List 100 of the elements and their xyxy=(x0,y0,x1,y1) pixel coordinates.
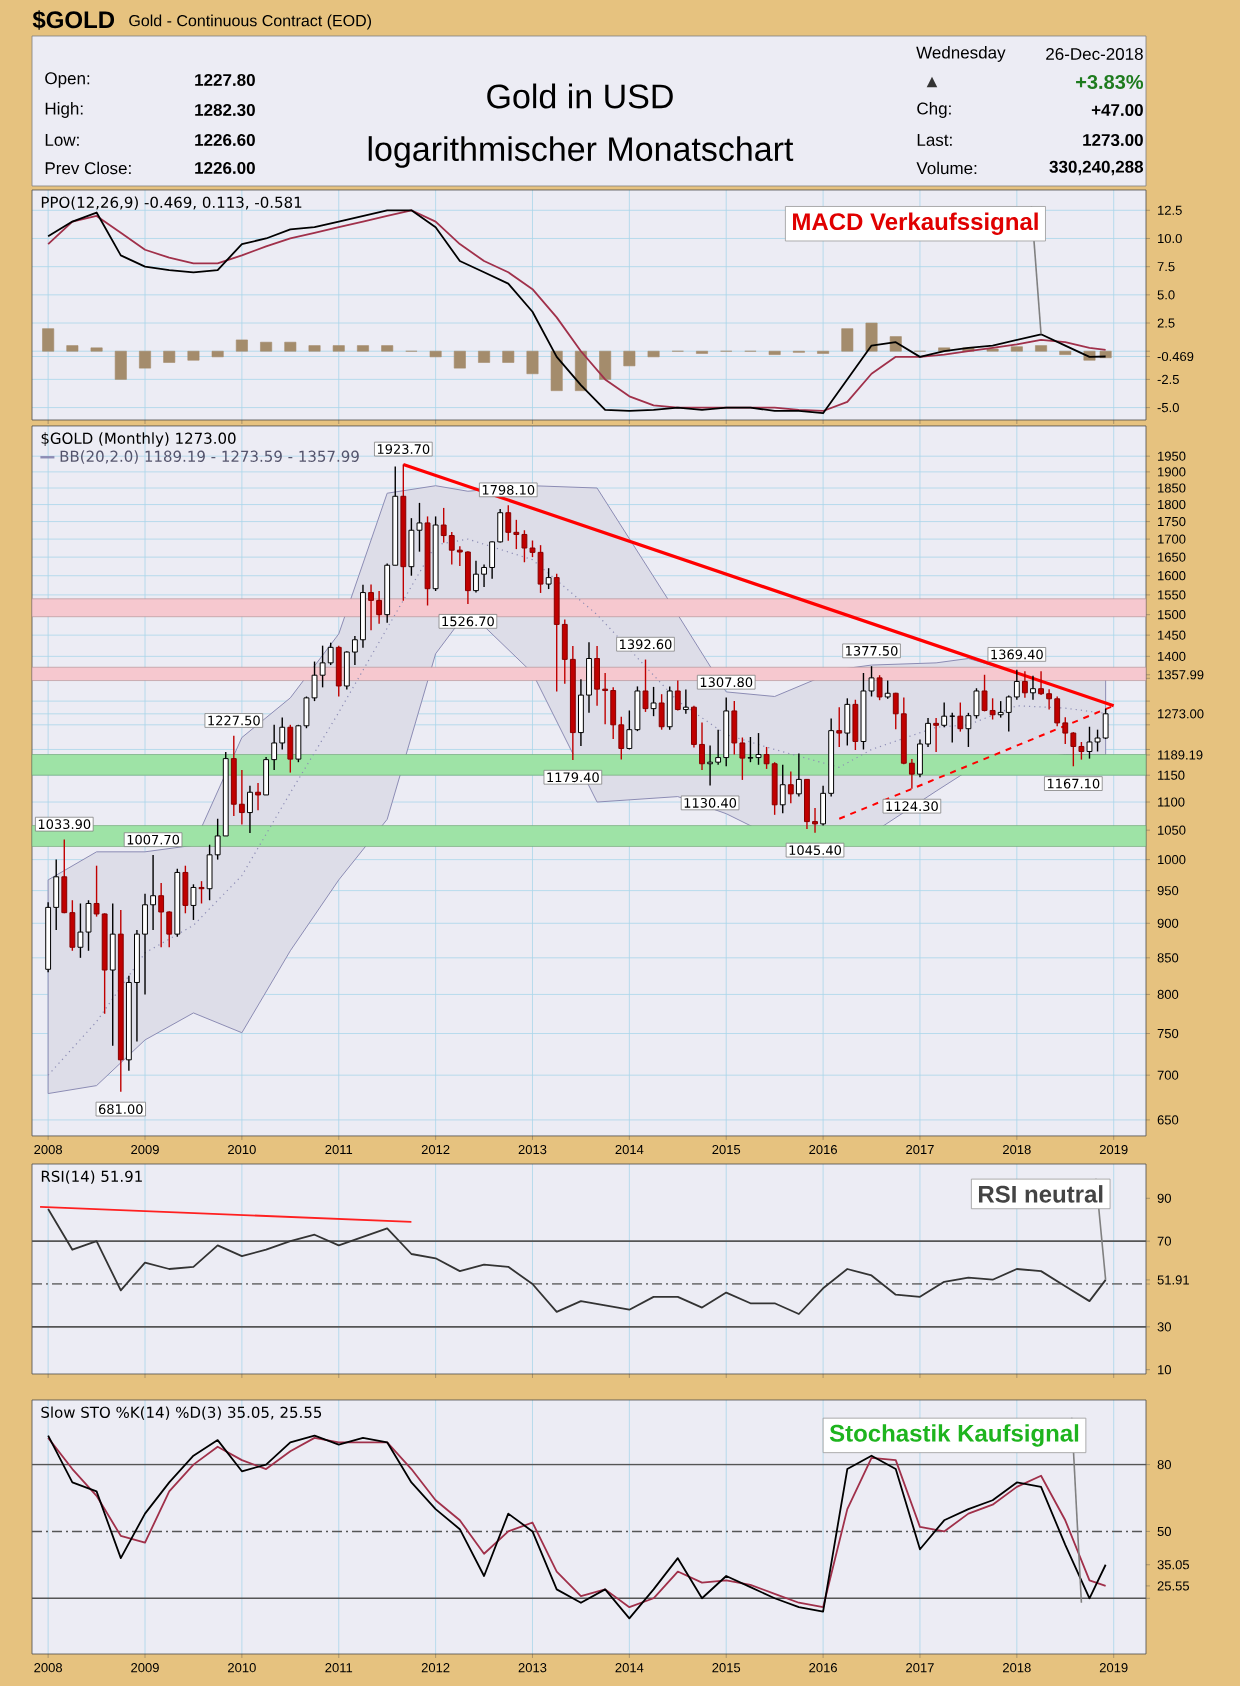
text: High: xyxy=(45,102,83,118)
bar xyxy=(599,350,612,380)
candlestick xyxy=(674,679,681,712)
text: Open: xyxy=(45,72,90,88)
text: 1282.30 xyxy=(195,103,255,117)
bar xyxy=(284,341,297,352)
bar xyxy=(1010,346,1023,352)
candlestick xyxy=(723,696,730,768)
text: 26-Dec-2018 xyxy=(1046,47,1143,60)
text: Gold - Continuous Contract (EOD) xyxy=(129,14,372,30)
text: Volume: xyxy=(916,161,977,175)
bar xyxy=(187,350,200,361)
candlestick xyxy=(941,701,948,728)
candlestick xyxy=(1102,707,1109,740)
bar xyxy=(332,345,345,352)
bar xyxy=(42,328,55,352)
candlestick xyxy=(464,550,471,605)
candlestick xyxy=(513,519,520,550)
candlestick xyxy=(376,590,383,625)
text: $GOLD xyxy=(32,10,115,30)
candlestick xyxy=(836,706,843,748)
bar xyxy=(429,350,442,358)
bar xyxy=(453,350,466,369)
candlestick xyxy=(594,645,600,707)
bar xyxy=(841,328,854,352)
candlestick xyxy=(957,701,964,733)
text: Low: xyxy=(45,134,79,146)
text: 1273.00 xyxy=(1083,133,1143,147)
bar xyxy=(211,350,224,358)
candlestick xyxy=(198,880,205,905)
candlestick xyxy=(989,697,996,721)
candlestick xyxy=(408,517,415,577)
annotation: RSI neutral xyxy=(978,1185,1103,1203)
candlestick xyxy=(933,717,940,753)
bar xyxy=(308,345,321,352)
candlestick xyxy=(844,697,851,747)
candlestick xyxy=(981,674,988,713)
bar xyxy=(381,345,394,352)
candlestick xyxy=(852,699,859,751)
candlestick xyxy=(795,752,802,798)
candlestick xyxy=(755,732,762,766)
candlestick xyxy=(182,865,189,914)
bar xyxy=(502,350,515,363)
candlestick xyxy=(731,700,738,756)
candlestick xyxy=(287,724,294,774)
annotation: MACD Verkaufssignal xyxy=(793,212,1038,235)
candlestick xyxy=(85,899,92,952)
text: 330,240,288 xyxy=(1049,160,1144,176)
text: Gold in USD xyxy=(487,83,673,109)
bar xyxy=(260,341,273,352)
candlestick xyxy=(545,567,552,590)
candlestick xyxy=(642,658,649,713)
text: Chg: xyxy=(917,102,951,118)
text: Last: xyxy=(917,134,952,146)
text: ▲ xyxy=(926,76,938,88)
bar xyxy=(865,322,878,352)
candlestick xyxy=(650,686,657,717)
candlestick xyxy=(537,544,544,594)
bar xyxy=(647,350,660,358)
bar xyxy=(114,350,127,380)
candlestick xyxy=(360,584,366,649)
candlestick xyxy=(158,882,165,948)
candlestick xyxy=(521,529,528,563)
text: Wednesday xyxy=(916,46,1006,62)
bar xyxy=(526,350,539,375)
candlestick xyxy=(771,761,778,816)
candlestick xyxy=(505,504,512,542)
candlestick xyxy=(1021,670,1028,699)
bar xyxy=(478,350,490,363)
text: +47.00 xyxy=(1091,103,1143,116)
candlestick xyxy=(747,736,754,763)
bar xyxy=(163,350,176,363)
candlestick xyxy=(335,644,342,698)
candlestick xyxy=(255,782,261,812)
candlestick xyxy=(109,902,116,1047)
annotation: Stochastik Kaufsignal xyxy=(829,1424,1079,1447)
candlestick xyxy=(77,902,84,959)
text: logarithmischer Monatschart xyxy=(368,136,794,168)
candlestick xyxy=(230,735,237,817)
text: 1226.60 xyxy=(195,133,255,146)
candlestick xyxy=(448,531,455,566)
bar xyxy=(139,350,151,369)
candlestick xyxy=(666,685,673,731)
text: 1226.00 xyxy=(195,161,255,174)
bar xyxy=(235,339,248,352)
bar xyxy=(623,350,636,367)
candlestick xyxy=(368,583,374,631)
candlestick xyxy=(876,674,883,701)
candlestick xyxy=(779,764,786,814)
bar xyxy=(66,345,79,352)
candlestick xyxy=(440,507,447,544)
candlestick xyxy=(1086,726,1093,760)
candlestick xyxy=(1054,695,1061,727)
bar xyxy=(357,345,369,352)
candlestick xyxy=(150,854,157,931)
bar xyxy=(550,350,563,391)
candlestick xyxy=(553,573,560,693)
candlestick xyxy=(682,688,689,715)
candlestick xyxy=(247,785,253,834)
candlestick xyxy=(1038,670,1044,696)
